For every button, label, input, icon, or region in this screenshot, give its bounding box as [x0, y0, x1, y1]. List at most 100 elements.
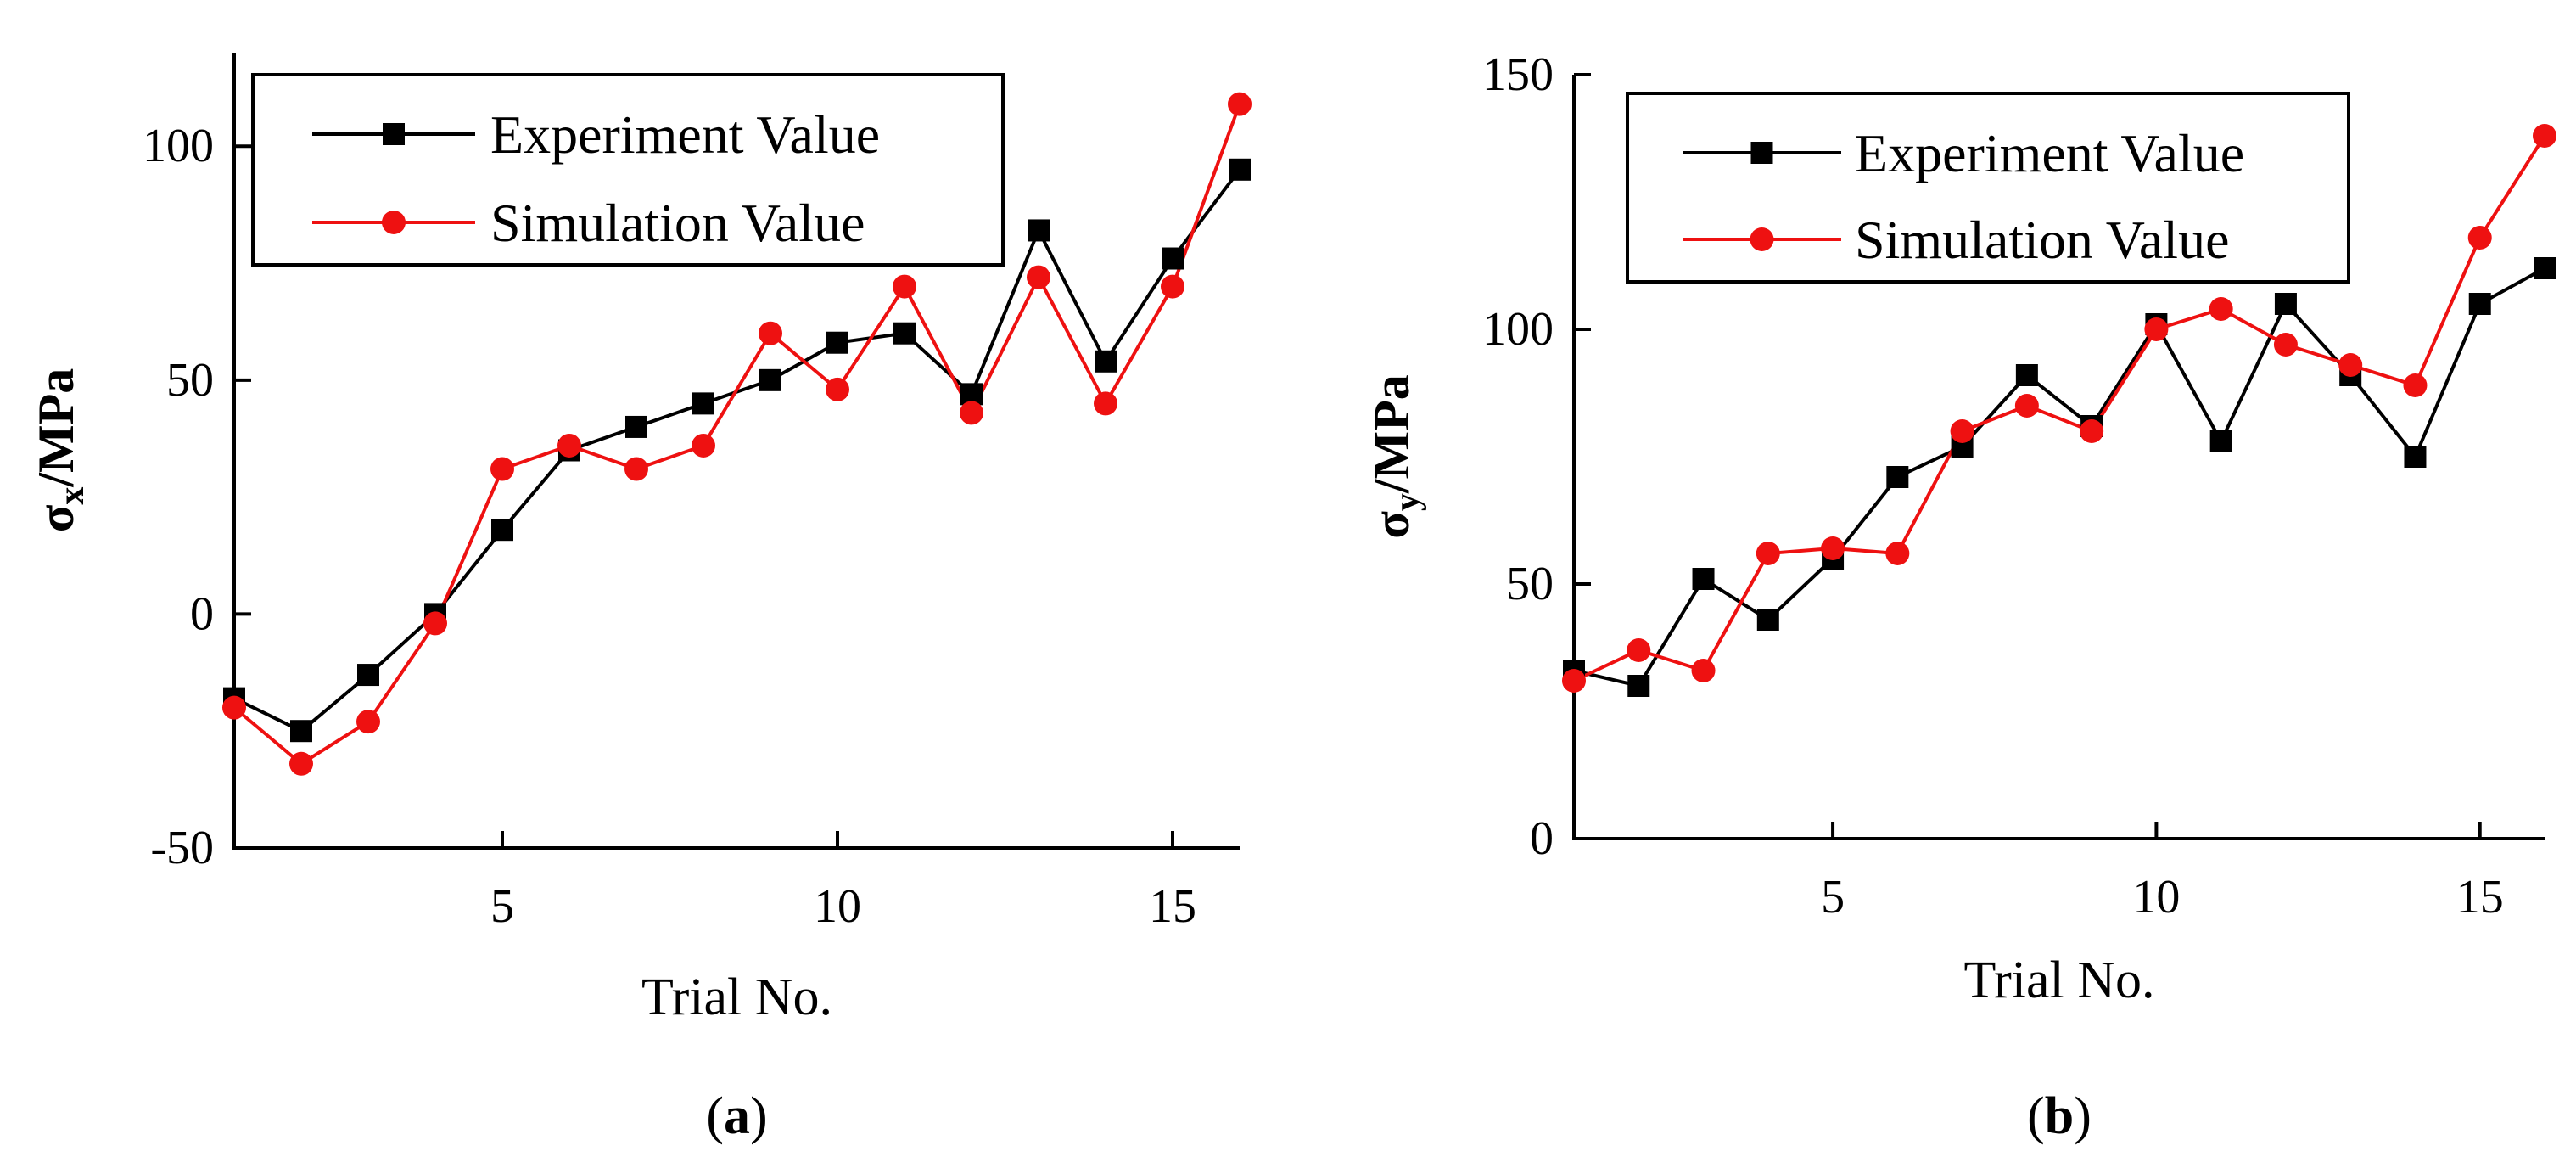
- caption-close: ): [750, 1087, 768, 1145]
- caption-close: ): [2074, 1087, 2092, 1145]
- y-axis-title-subscript: y: [1388, 493, 1427, 511]
- data-point-simulation: [356, 710, 380, 734]
- data-point-experiment: [1028, 219, 1050, 242]
- data-point-experiment: [1692, 568, 1715, 590]
- legend-label-simulation: Simulation Value: [490, 193, 865, 253]
- data-point-experiment: [1627, 675, 1650, 697]
- data-point-simulation: [1627, 638, 1651, 662]
- data-point-simulation: [1950, 419, 1974, 443]
- data-point-simulation: [893, 274, 916, 299]
- data-point-simulation: [624, 457, 648, 481]
- y-axis-title-symbol: σ: [1364, 511, 1420, 539]
- y-axis-title-subscript: x: [53, 487, 92, 505]
- caption-open: (: [706, 1087, 724, 1145]
- data-point-experiment: [759, 368, 781, 391]
- data-point-experiment: [290, 720, 312, 743]
- y-tick-label: 0: [1530, 812, 1554, 865]
- data-point-simulation: [960, 401, 983, 425]
- x-tick-label: 15: [1149, 880, 1196, 933]
- data-point-simulation: [2338, 353, 2363, 377]
- x-tick-label: 15: [2456, 871, 2504, 924]
- data-point-simulation: [1821, 536, 1845, 560]
- data-point-experiment: [357, 664, 379, 687]
- data-point-simulation: [2144, 317, 2169, 341]
- legend-box: [251, 73, 1005, 267]
- data-point-experiment: [893, 322, 916, 345]
- y-axis-title-unit: /MPa: [28, 368, 84, 488]
- data-point-experiment: [2534, 257, 2556, 279]
- y-tick-label: 150: [1482, 48, 1554, 101]
- caption-letter: b: [2045, 1087, 2074, 1145]
- data-point-simulation: [557, 433, 581, 458]
- series-line-simulation: [1573, 134, 2546, 682]
- data-point-experiment: [1162, 247, 1184, 270]
- data-point-simulation: [2403, 373, 2428, 397]
- data-point-simulation: [423, 611, 447, 636]
- y-axis-title-unit: /MPa: [1364, 374, 1420, 494]
- series-line-simulation: [232, 103, 1241, 766]
- y-tick-label: -50: [150, 822, 214, 874]
- y-axis-title: σy/MPa: [1364, 374, 1427, 539]
- data-point-experiment: [2404, 446, 2427, 468]
- chart-panel-a: -50 0 50 100 5 10 15 Trial No. σx/MPa Experiment …: [28, 53, 1252, 1145]
- caption-open: (: [2027, 1087, 2045, 1145]
- y-tick-label: 50: [1506, 558, 1554, 610]
- x-axis-title: Trial No.: [641, 969, 832, 1026]
- data-point-simulation: [2533, 124, 2556, 148]
- data-point-simulation: [1885, 542, 1910, 565]
- series-line-experiment: [1573, 267, 2545, 688]
- legend-label-simulation: Simulation Value: [1855, 210, 2229, 270]
- data-point-simulation: [1756, 542, 1780, 565]
- x-tick-label: 10: [2132, 871, 2180, 924]
- x-tick-label: 5: [1821, 871, 1845, 924]
- data-point-experiment: [2209, 430, 2232, 452]
- x-tick-label: 5: [490, 880, 514, 933]
- data-point-experiment: [2468, 293, 2491, 315]
- legend-marker-simulation: [382, 211, 406, 234]
- y-tick-label: 100: [143, 120, 214, 172]
- data-point-simulation: [1691, 659, 1716, 682]
- data-point-experiment: [1756, 609, 1779, 631]
- legend-label-experiment: Experiment Value: [1855, 123, 2244, 183]
- data-point-experiment: [826, 331, 848, 354]
- data-point-experiment: [1229, 158, 1251, 181]
- data-point-simulation: [222, 695, 246, 720]
- data-point-experiment: [692, 392, 714, 415]
- panel-caption: (a): [706, 1087, 767, 1145]
- caption-letter: a: [724, 1087, 750, 1145]
- x-axis-title: Trial No.: [1963, 952, 2154, 1009]
- data-point-simulation: [759, 321, 782, 345]
- legend-marker-simulation: [1750, 227, 1774, 251]
- legend-box: [1626, 92, 2350, 284]
- data-point-simulation: [2014, 394, 2039, 418]
- data-point-experiment: [2015, 364, 2038, 386]
- x-tick-label: 10: [814, 880, 861, 933]
- legend-label-experiment: Experiment Value: [490, 104, 880, 165]
- data-point-simulation: [2080, 419, 2104, 443]
- data-point-simulation: [2273, 333, 2298, 357]
- panel-caption: (b): [2027, 1087, 2092, 1145]
- data-point-simulation: [1027, 265, 1050, 289]
- data-point-simulation: [826, 377, 849, 402]
- data-point-experiment: [491, 519, 513, 542]
- data-point-simulation: [1161, 274, 1184, 299]
- data-point-simulation: [1228, 92, 1252, 116]
- data-point-simulation: [289, 751, 313, 776]
- legend-marker-experiment: [1750, 142, 1773, 164]
- y-axis-title: σx/MPa: [28, 368, 92, 533]
- legend-marker-experiment: [383, 123, 405, 145]
- data-point-simulation: [1562, 669, 1586, 693]
- y-tick-label: 100: [1482, 303, 1554, 356]
- y-axis-title-symbol: σ: [28, 504, 84, 532]
- data-point-simulation: [1094, 391, 1117, 416]
- data-point-simulation: [692, 433, 715, 458]
- data-point-experiment: [1095, 350, 1117, 373]
- data-point-simulation: [2209, 297, 2233, 321]
- data-point-experiment: [1886, 466, 1909, 488]
- data-point-simulation: [2467, 226, 2492, 250]
- data-point-simulation: [490, 457, 514, 481]
- data-point-experiment: [2274, 293, 2297, 315]
- chart-panel-b: 0 50 100 150 5 10 15 Trial No. σy/MPa Experiment …: [1364, 48, 2556, 1145]
